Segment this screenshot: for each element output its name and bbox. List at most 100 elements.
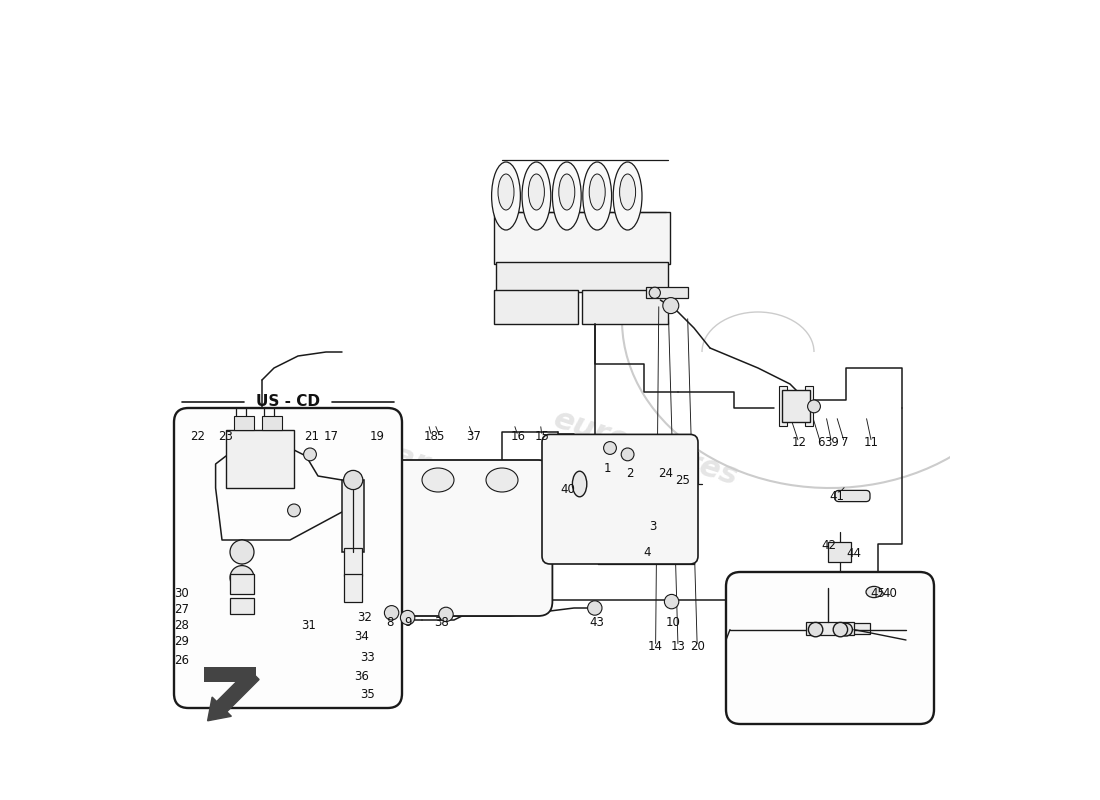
Text: 19: 19 <box>370 430 385 442</box>
Text: US - CD: US - CD <box>255 394 320 409</box>
Ellipse shape <box>619 174 636 210</box>
Circle shape <box>343 470 363 490</box>
Text: 39: 39 <box>824 436 839 449</box>
FancyArrow shape <box>208 670 260 721</box>
Circle shape <box>400 610 415 625</box>
Bar <box>828 542 850 562</box>
Text: 12: 12 <box>791 436 806 449</box>
FancyBboxPatch shape <box>835 490 870 502</box>
Text: 24: 24 <box>658 467 673 480</box>
Text: 2: 2 <box>626 467 634 480</box>
FancyBboxPatch shape <box>542 434 698 564</box>
Ellipse shape <box>590 174 605 210</box>
Bar <box>230 574 254 594</box>
Circle shape <box>839 623 853 636</box>
Ellipse shape <box>522 162 551 230</box>
Text: 5: 5 <box>436 430 443 442</box>
FancyBboxPatch shape <box>726 572 934 724</box>
Circle shape <box>664 594 679 609</box>
Circle shape <box>833 622 848 637</box>
Circle shape <box>230 566 254 590</box>
Text: 40: 40 <box>560 483 575 496</box>
Bar <box>226 430 294 488</box>
Text: 43: 43 <box>588 616 604 629</box>
FancyBboxPatch shape <box>174 408 402 708</box>
Circle shape <box>287 504 300 517</box>
Text: 6: 6 <box>816 436 824 449</box>
Bar <box>582 290 669 324</box>
Bar <box>262 416 282 430</box>
Text: 29: 29 <box>175 635 189 648</box>
Text: 21: 21 <box>304 430 319 442</box>
Ellipse shape <box>866 586 882 598</box>
Text: 33: 33 <box>360 651 375 664</box>
Ellipse shape <box>559 174 575 210</box>
Ellipse shape <box>498 174 514 210</box>
Bar <box>496 262 669 292</box>
Text: eurospares: eurospares <box>278 405 470 491</box>
Bar <box>646 287 688 298</box>
Text: 37: 37 <box>465 430 481 442</box>
Bar <box>230 598 254 614</box>
Bar <box>344 574 362 602</box>
Text: 40: 40 <box>882 587 898 600</box>
Text: eurospares: eurospares <box>550 405 742 491</box>
Text: 1: 1 <box>604 462 612 474</box>
Bar <box>342 480 364 552</box>
Bar <box>805 386 813 426</box>
Bar <box>822 623 870 634</box>
Text: 35: 35 <box>360 688 375 701</box>
Ellipse shape <box>552 162 581 230</box>
Bar <box>779 386 786 426</box>
Circle shape <box>621 448 634 461</box>
Text: 16: 16 <box>510 430 526 442</box>
Text: 45: 45 <box>870 587 886 600</box>
Bar <box>494 290 578 324</box>
FancyBboxPatch shape <box>205 460 552 616</box>
Text: 10: 10 <box>666 616 681 629</box>
Ellipse shape <box>572 471 586 497</box>
Ellipse shape <box>583 162 612 230</box>
Bar <box>806 622 854 635</box>
Text: 20: 20 <box>690 640 705 653</box>
Text: 34: 34 <box>354 630 368 642</box>
Ellipse shape <box>486 468 518 492</box>
Text: 27: 27 <box>175 603 189 616</box>
Text: 38: 38 <box>433 616 449 629</box>
Circle shape <box>439 607 453 622</box>
Text: 31: 31 <box>301 619 316 632</box>
Circle shape <box>587 601 602 615</box>
Text: 7: 7 <box>840 436 848 449</box>
Bar <box>234 416 254 430</box>
Text: 9: 9 <box>404 616 411 629</box>
Ellipse shape <box>613 162 642 230</box>
Circle shape <box>808 622 823 637</box>
Text: 3: 3 <box>649 520 656 533</box>
Ellipse shape <box>262 468 294 492</box>
Bar <box>344 548 362 576</box>
Text: 23: 23 <box>218 430 232 442</box>
Circle shape <box>384 606 399 620</box>
Bar <box>782 390 810 422</box>
Text: 28: 28 <box>175 619 189 632</box>
Text: 18: 18 <box>425 430 439 442</box>
Text: 30: 30 <box>175 587 189 600</box>
Text: 8: 8 <box>386 616 394 629</box>
Text: 44: 44 <box>847 547 861 560</box>
Bar <box>494 212 670 264</box>
Text: 26: 26 <box>175 654 189 666</box>
Ellipse shape <box>528 174 544 210</box>
Bar <box>205 667 256 682</box>
Text: 11: 11 <box>865 436 879 449</box>
Text: 14: 14 <box>648 640 663 653</box>
Text: 4: 4 <box>644 546 651 558</box>
Circle shape <box>649 287 660 298</box>
Text: 32: 32 <box>358 611 372 624</box>
Text: 22: 22 <box>190 430 206 442</box>
Text: 17: 17 <box>323 430 339 442</box>
Text: 36: 36 <box>354 670 368 682</box>
Circle shape <box>807 400 821 413</box>
Text: 13: 13 <box>671 640 685 653</box>
Ellipse shape <box>422 468 454 492</box>
Ellipse shape <box>492 162 520 230</box>
